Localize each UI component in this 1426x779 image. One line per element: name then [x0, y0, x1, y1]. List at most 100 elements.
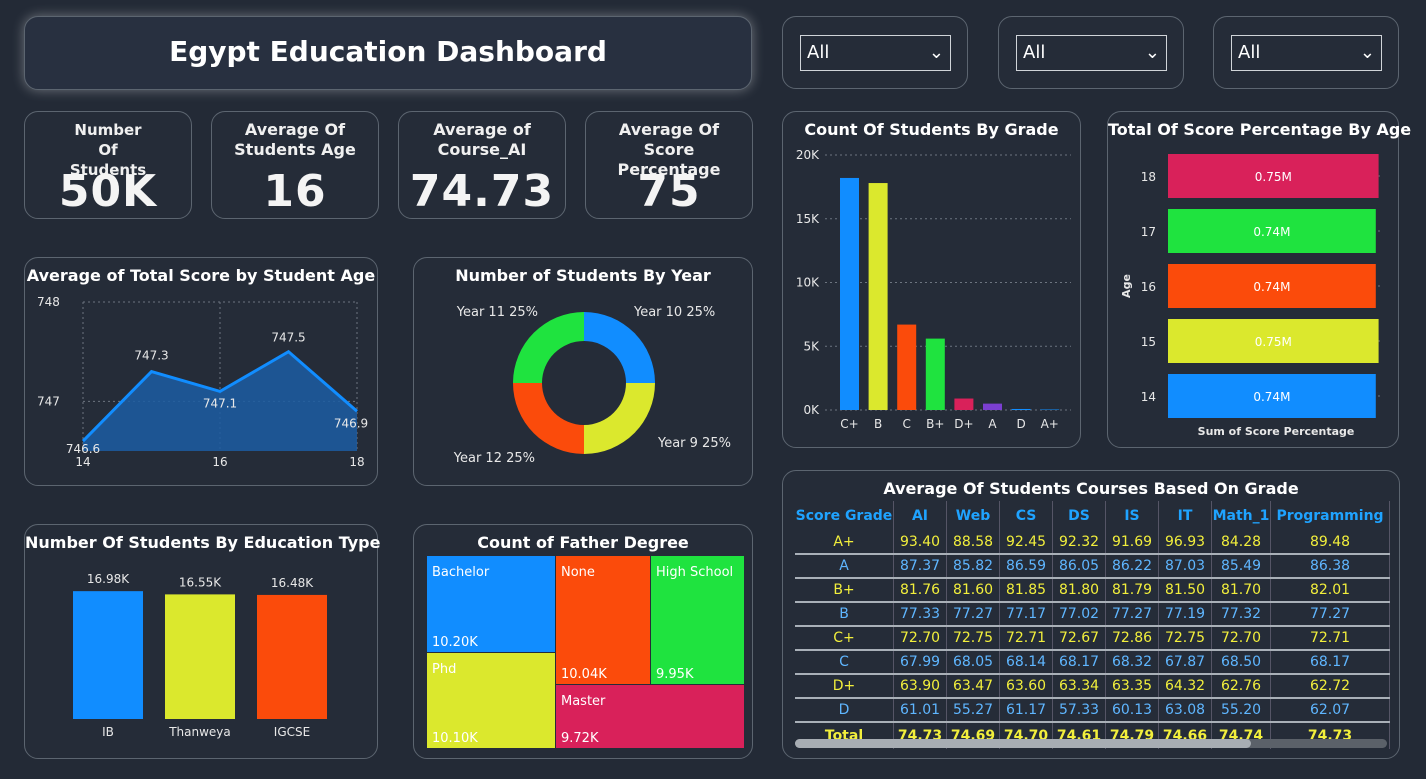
chart-title: Average of Total Score by Student Age [26, 266, 376, 285]
treemap-category: None [561, 565, 595, 580]
chart-title: Count Of Students By Grade [804, 120, 1059, 139]
table-row: B+ 81.76 81.60 81.85 81.80 81.79 81.50 81.70 82.… [795, 578, 1390, 603]
chart-title: Total Of Score Percentage By Age [1108, 120, 1412, 139]
table-cell: 86.59 [999, 554, 1053, 579]
data-label: 16.98K [87, 572, 130, 586]
table-cell: 96.93 [1158, 531, 1212, 555]
treemap-value: 9.72K [561, 731, 599, 746]
table-cell: 77.19 [1158, 602, 1212, 627]
table-cell: 72.70 [893, 626, 947, 651]
students-by-year-card: Number of Students By Year Year 10 25% Ye… [413, 257, 753, 486]
table-cell: 81.79 [1105, 578, 1159, 603]
table-cell: 67.87 [1158, 650, 1212, 675]
bar [840, 177, 859, 410]
bar [165, 594, 235, 719]
table-cell: 92.32 [1052, 531, 1106, 555]
table-cell: 81.50 [1158, 578, 1212, 603]
column-header[interactable]: CS [999, 501, 1053, 531]
slicer-dropdown-1[interactable]: All ⌄ [800, 35, 951, 71]
x-tick-label: A+ [1041, 417, 1059, 431]
y-tick-label: 0K [803, 403, 820, 417]
treemap-tile [556, 685, 744, 748]
y-tick-label: 15K [796, 212, 820, 226]
table-row: A+ 93.40 88.58 92.45 92.32 91.69 96.93 84.28 89.… [795, 531, 1390, 555]
slicer-dropdown-3[interactable]: All ⌄ [1231, 35, 1382, 71]
scrollbar-thumb[interactable] [795, 739, 1251, 748]
area-fill [83, 351, 357, 451]
treemap-category: Bachelor [432, 565, 490, 580]
table-cell: 88.58 [946, 531, 1000, 555]
age-bar-chart: 0.75M 18 0.74M 17 0.74M 16 0.75M 15 0.74M 14 Sum o… [1120, 154, 1383, 438]
data-label: 747.3 [134, 349, 168, 363]
table-cell: 82.01 [1270, 578, 1390, 603]
column-header[interactable]: Programming [1270, 501, 1390, 531]
column-header[interactable]: IS [1105, 501, 1159, 531]
treemap-category: Phd [432, 662, 456, 677]
column-header[interactable]: Web [946, 501, 1000, 531]
column-header[interactable]: AI [893, 501, 947, 531]
area-line [81, 349, 358, 443]
table-cell: 67.99 [893, 650, 947, 675]
education-type-bar-chart: 16.98K IB 16.55K Thanweya 16.48K IGCSE [73, 572, 327, 739]
table-cell: 63.35 [1105, 674, 1159, 699]
table-cell: 85.49 [1211, 554, 1271, 579]
table-cell: 62.76 [1211, 674, 1271, 699]
table-row: D+ 63.90 63.47 63.60 63.34 63.35 64.32 62.76 62.… [795, 674, 1390, 699]
table-cell: 72.71 [1270, 626, 1390, 651]
score-percentage-by-age-card: Total Of Score Percentage By Age 0.75M 18… [1107, 111, 1412, 448]
bar [1168, 319, 1379, 363]
column-header[interactable]: IT [1158, 501, 1212, 531]
bar [983, 403, 1002, 410]
x-tick-label: 16 [212, 455, 227, 469]
students-by-education-type-card: Number Of Students By Education Type 16.… [24, 524, 381, 759]
donut-label: Year 9 25% [657, 436, 731, 451]
table-cell: 68.05 [946, 650, 1000, 675]
slicer-dropdown-2[interactable]: All ⌄ [1016, 35, 1167, 71]
bar [1168, 209, 1376, 253]
table-cell: 77.27 [1270, 602, 1390, 627]
data-label: 747.5 [271, 331, 305, 345]
table-cell: 62.07 [1270, 698, 1390, 723]
x-tick-label: IGCSE [274, 725, 310, 739]
chevron-down-icon: ⌄ [1359, 42, 1375, 63]
x-tick-label: C+ [840, 417, 858, 431]
kpi-value: 50K [58, 166, 158, 217]
y-tick-label: 20K [796, 148, 820, 162]
chevron-down-icon: ⌄ [1144, 42, 1160, 63]
y-tick-label: 10K [796, 276, 820, 290]
slicer-value: All [807, 42, 830, 63]
data-label: 16.55K [179, 575, 222, 589]
column-header[interactable]: Score Grade [795, 501, 894, 531]
table-cell: 87.03 [1158, 554, 1212, 579]
table-cell: 77.02 [1052, 602, 1106, 627]
table-cell: 63.08 [1158, 698, 1212, 723]
slicer-card-1: All ⌄ [782, 16, 968, 89]
donut-label: Year 12 25% [453, 451, 535, 466]
column-header[interactable]: DS [1052, 501, 1106, 531]
table-cell: 72.70 [1211, 626, 1271, 651]
slicer-card-2: All ⌄ [998, 16, 1184, 89]
horizontal-scrollbar[interactable] [795, 739, 1387, 748]
bar [1168, 154, 1379, 198]
data-label: 0.74M [1253, 390, 1290, 404]
table-cell: 91.69 [1105, 531, 1159, 555]
chart-title: Number Of Students By Education Type [25, 533, 381, 552]
column-header[interactable]: Math_1 [1211, 501, 1271, 531]
table-cell: 89.48 [1270, 531, 1390, 555]
table-cell: 55.27 [946, 698, 1000, 723]
donut-slice [513, 312, 584, 383]
kpi-label: Number Of Students [69, 121, 147, 179]
data-label: 746.6 [66, 442, 100, 456]
treemap-value: 10.10K [432, 731, 478, 746]
table-cell: 81.70 [1211, 578, 1271, 603]
table-cell: 57.33 [1052, 698, 1106, 723]
table-cell: 77.27 [1105, 602, 1159, 627]
courses-table: Score Grade AI Web CS DS IS IT Math_1 Programmin… [795, 501, 1390, 749]
y-tick-label: 748 [37, 295, 60, 309]
table-cell: 92.45 [999, 531, 1053, 555]
y-axis-title: Age [1120, 274, 1133, 298]
table-cell: 72.67 [1052, 626, 1106, 651]
table-cell: 68.17 [1270, 650, 1390, 675]
table-cell: 68.32 [1105, 650, 1159, 675]
table-cell: 81.60 [946, 578, 1000, 603]
